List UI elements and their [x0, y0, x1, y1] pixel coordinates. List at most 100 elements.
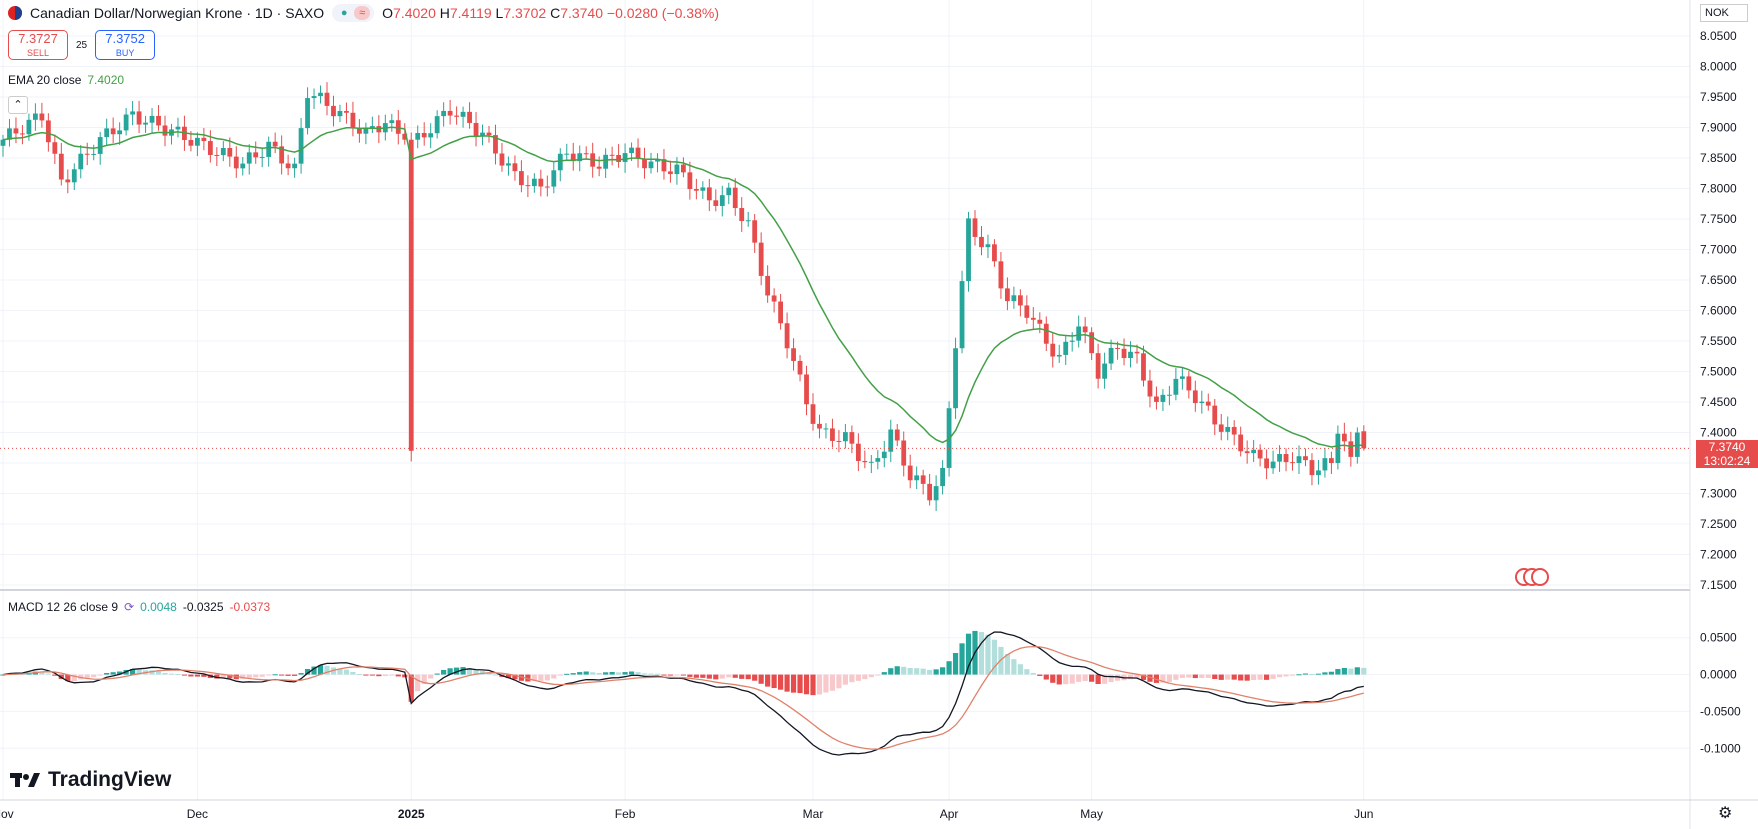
- macd-legend[interactable]: MACD 12 26 close 9 ⟳ 0.0048 -0.0325 -0.0…: [8, 600, 270, 614]
- spread-value: 25: [76, 39, 88, 51]
- candle-body: [719, 195, 725, 206]
- price-axis[interactable]: 8.0500 8.0000 7.9500 7.9000 7.8500 7.8000 7.75…: [1700, 29, 1741, 755]
- histogram-bar: [45, 673, 51, 675]
- events-icon[interactable]: [1515, 568, 1549, 586]
- histogram-bar: [933, 669, 939, 675]
- candle-body: [1309, 460, 1315, 476]
- symbol-title[interactable]: Canadian Dollar/Norwegian Krone · 1D · S…: [30, 5, 325, 21]
- histogram-bar: [1050, 674, 1056, 683]
- candle-body: [1199, 401, 1205, 404]
- histogram-bar: [1264, 674, 1270, 680]
- histogram-bar: [104, 673, 110, 675]
- candle-body: [693, 189, 699, 191]
- price-tick-label: 7.2500: [1700, 517, 1737, 531]
- candle-body: [823, 428, 829, 430]
- candle-body: [771, 295, 777, 302]
- candle-body: [1069, 340, 1075, 342]
- histogram-bar: [117, 671, 123, 675]
- candle-body: [357, 128, 362, 134]
- histogram-bar: [1251, 674, 1257, 681]
- candle-body: [279, 146, 285, 164]
- candle-body: [13, 128, 19, 134]
- time-tick-label: May: [1080, 807, 1103, 821]
- tradingview-logo[interactable]: TradingView: [10, 768, 171, 792]
- histogram-bar: [1173, 674, 1179, 680]
- histogram-bar: [1244, 674, 1250, 681]
- candle-body: [337, 110, 343, 117]
- candle-body: [1095, 353, 1101, 379]
- histogram-bar: [758, 674, 764, 684]
- candle-body: [765, 275, 771, 296]
- candles: [0, 82, 1367, 512]
- candle-body: [78, 153, 84, 170]
- ema-legend[interactable]: EMA 20 close 7.4020: [8, 73, 124, 87]
- histogram-bar: [894, 666, 900, 675]
- histogram-bar: [836, 674, 842, 689]
- candle-body: [1205, 401, 1211, 406]
- histogram-bar: [136, 669, 142, 675]
- histogram-bar: [946, 661, 952, 675]
- histogram-bar: [324, 665, 330, 675]
- histogram-bar: [868, 674, 874, 678]
- histogram-bar: [1328, 671, 1334, 675]
- candle-body: [1121, 348, 1127, 359]
- time-axis[interactable]: Nov Dec 2025 Feb Mar Apr May Jun: [0, 807, 1373, 821]
- macd-tick-label: -0.0500: [1700, 704, 1741, 718]
- candle-body: [331, 105, 336, 117]
- histogram-bar: [1283, 674, 1289, 677]
- histogram-bar: [570, 673, 576, 675]
- candle-body: [616, 155, 621, 162]
- settings-gear-icon[interactable]: ⚙: [1718, 805, 1733, 822]
- histogram-bar: [1225, 674, 1231, 680]
- candle-body: [1134, 351, 1140, 354]
- candle-body: [1231, 426, 1237, 435]
- price-tick-label: 7.5500: [1700, 334, 1737, 348]
- candle-body: [486, 132, 492, 136]
- candle-body: [1005, 288, 1010, 302]
- candle-body: [1089, 332, 1095, 354]
- market-status-pill[interactable]: ● ≈: [332, 4, 375, 22]
- currency-selector[interactable]: NOK: [1700, 4, 1748, 22]
- candle-body: [415, 133, 421, 140]
- candle-body: [998, 261, 1004, 289]
- candle-body: [687, 172, 693, 190]
- candle-body: [985, 244, 991, 248]
- candle-body: [1348, 441, 1354, 457]
- candle-body: [344, 110, 349, 113]
- candle-body: [1335, 433, 1341, 463]
- histogram-bar: [266, 674, 272, 676]
- sell-button[interactable]: 7.3727 SELL: [8, 30, 68, 60]
- candle-body: [603, 154, 609, 169]
- candle-body: [1212, 405, 1218, 425]
- histogram-bar: [259, 674, 265, 677]
- macd-value: -0.0325: [182, 600, 224, 614]
- candle-body: [123, 114, 129, 131]
- countdown-value: 13:02:24: [1703, 454, 1751, 469]
- candle-body: [1037, 319, 1043, 324]
- buy-button[interactable]: 7.3752 BUY: [95, 30, 156, 60]
- candle-body: [583, 153, 589, 155]
- histogram-bar: [71, 674, 77, 682]
- candle-body: [830, 428, 835, 441]
- histogram-bar: [130, 668, 136, 675]
- histogram-bar: [635, 672, 641, 675]
- candle-body: [732, 187, 738, 209]
- macd-histogram: [0, 630, 1367, 702]
- low-value: 7.3702: [503, 5, 547, 21]
- candle-body: [622, 153, 628, 162]
- time-tick-label: Nov: [0, 807, 14, 821]
- histogram-bar: [564, 673, 570, 675]
- histogram-bar: [369, 674, 375, 676]
- histogram-bar: [272, 674, 278, 676]
- currency-flag-icon: [8, 6, 22, 20]
- histogram-bar: [959, 643, 965, 675]
- candle-body: [959, 281, 965, 349]
- candle-body: [1244, 451, 1250, 454]
- candle-body: [460, 111, 466, 117]
- macd-settings-icon[interactable]: ⟳: [124, 600, 135, 614]
- open-value: 7.4020: [393, 5, 436, 21]
- histogram-bar: [551, 674, 557, 679]
- collapse-legend-button[interactable]: ⌃: [8, 96, 28, 114]
- ohlc-values: O7.4020 H7.4119 L7.3702 C7.3740 −0.0280 …: [382, 5, 719, 21]
